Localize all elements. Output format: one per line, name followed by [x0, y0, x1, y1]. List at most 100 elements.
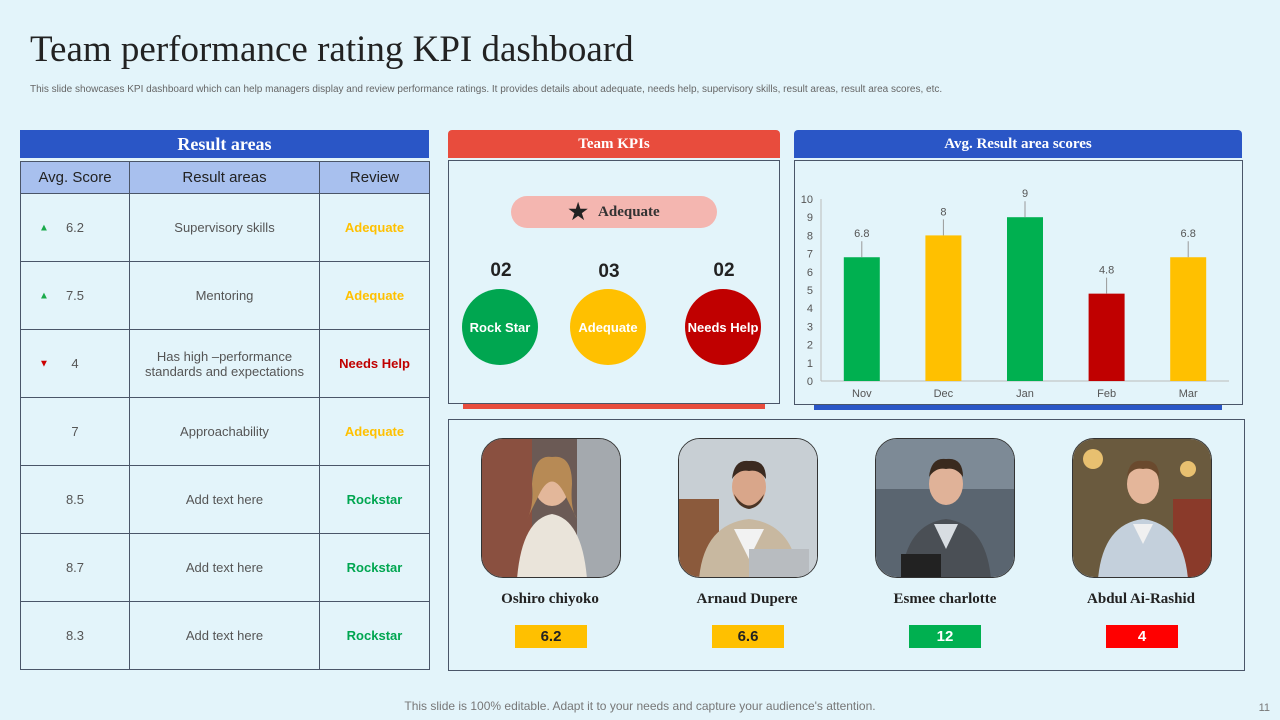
team-kpis-underline	[463, 404, 765, 409]
table-row: ▲ 6.2 Supervisory skills Adequate	[20, 193, 430, 262]
footer-note: This slide is 100% editable. Adapt it to…	[404, 699, 876, 713]
kpi-circle-adequate: Adequate	[570, 289, 646, 365]
result-areas-header: Result areas	[20, 130, 429, 158]
table-row: 8.7 Add text here Rockstar	[20, 533, 430, 602]
table-row: 8.3 Add text here Rockstar	[20, 601, 430, 670]
trend-up-icon: ▲	[39, 290, 49, 301]
data-label: 8	[940, 206, 946, 218]
result-area-cell: Add text here	[129, 601, 320, 670]
avg-score-value: 7.5	[65, 288, 85, 303]
y-tick-label: 7	[807, 249, 813, 261]
trend-down-icon: ▼	[39, 358, 49, 369]
table-row: ▼ 4 Has high –performance standards and ex…	[20, 329, 430, 398]
person-photo-1	[481, 438, 621, 578]
review-cell: Adequate	[319, 193, 430, 262]
review-cell: Needs Help	[319, 329, 430, 398]
team-kpis-header: Team KPIs	[448, 130, 780, 158]
result-areas-table: Avg. Score Result areas Review ▲ 6.2 Super…	[20, 161, 430, 670]
y-tick-label: 0	[807, 376, 813, 388]
highlight-label: Adequate	[598, 203, 660, 220]
adequate-highlight-pill: ★ Adequate	[511, 196, 717, 228]
kpi-circle-needs-help: Needs Help	[685, 289, 761, 365]
bar-mar	[1170, 257, 1207, 381]
chart-panel: 0 1 2 3 4 5 6 7 8 9 10 6.8 Nov 8 Dec 9 Jan 4.8 Feb 6.8 Mar	[794, 160, 1243, 405]
result-area-cell: Supervisory skills	[129, 193, 320, 262]
result-area-cell: Has high –performance standards and expe…	[129, 329, 320, 398]
avg-score-cell: ▲ 7.5	[20, 261, 130, 330]
data-label: 9	[1022, 188, 1028, 200]
y-tick-label: 10	[801, 194, 813, 206]
review-cell: Rockstar	[319, 533, 430, 602]
result-area-cell: Add text here	[129, 533, 320, 602]
person-name-3: Esmee charlotte	[893, 591, 997, 607]
y-tick-label: 8	[807, 230, 813, 242]
kpi-count-adequate: 03	[598, 261, 620, 282]
person-photo-4	[1072, 438, 1212, 578]
chart-header: Avg. Result area scores	[794, 130, 1242, 158]
x-tick-label: Jan	[1016, 388, 1034, 400]
avg-score-value: 8.5	[65, 492, 85, 507]
review-cell: Rockstar	[319, 601, 430, 670]
bar-nov	[843, 257, 880, 381]
data-label: 4.8	[1099, 265, 1114, 277]
data-label: 6.8	[1181, 228, 1196, 240]
person-name-1: Oshiro chiyoko	[501, 591, 599, 607]
y-tick-label: 1	[807, 358, 813, 370]
x-tick-label: Feb	[1097, 388, 1116, 400]
person-name-2: Arnaud Dupere	[696, 591, 798, 607]
table-row: 8.5 Add text here Rockstar	[20, 465, 430, 534]
table-row: 7 Approachability Adequate	[20, 397, 430, 466]
review-cell: Adequate	[319, 261, 430, 330]
page-number: 11	[1258, 702, 1270, 714]
kpi-count-needs-help: 02	[713, 260, 735, 281]
y-tick-label: 6	[807, 267, 813, 279]
page-subtitle: This slide showcases KPI dashboard which…	[30, 84, 943, 95]
column-header-review: Review	[319, 161, 430, 194]
bar-dec	[925, 235, 962, 381]
y-tick-label: 4	[807, 303, 813, 315]
avg-score-cell: 7	[20, 397, 130, 466]
person-photo-2	[678, 438, 818, 578]
result-area-cell: Mentoring	[129, 261, 320, 330]
avg-score-cell: 8.7	[20, 533, 130, 602]
person-score-1: 6.2	[515, 625, 587, 648]
avg-score-value: 4	[71, 356, 79, 371]
avg-score-cell: 8.3	[20, 601, 130, 670]
person-photo-3	[875, 438, 1015, 578]
y-tick-label: 2	[807, 340, 813, 352]
y-tick-label: 3	[807, 321, 813, 333]
person-name-4: Abdul Ai-Rashid	[1087, 591, 1195, 607]
data-label: 6.8	[854, 228, 869, 240]
review-cell: Rockstar	[319, 465, 430, 534]
table-header-row: Avg. Score Result areas Review	[20, 161, 430, 194]
avg-score-cell: ▼ 4	[20, 329, 130, 398]
avg-score-value: 8.7	[65, 560, 85, 575]
x-tick-label: Nov	[852, 388, 872, 400]
kpi-count-rock-star: 02	[490, 260, 512, 281]
avg-score-value: 6.2	[65, 220, 85, 235]
review-cell: Adequate	[319, 397, 430, 466]
y-tick-label: 5	[807, 285, 813, 297]
person-score-2: 6.6	[712, 625, 784, 648]
person-score-4: 4	[1106, 625, 1178, 648]
avg-score-cell: 8.5	[20, 465, 130, 534]
star-icon: ★	[568, 199, 589, 224]
column-header-avg-score: Avg. Score	[20, 161, 130, 194]
bar-chart: 0 1 2 3 4 5 6 7 8 9 10 6.8 Nov 8 Dec 9 Jan 4.8 Feb 6.8 Mar	[801, 188, 1229, 400]
avg-score-cell: ▲ 6.2	[20, 193, 130, 262]
page-title: Team performance rating KPI dashboard	[30, 29, 634, 70]
avg-score-value: 8.3	[65, 628, 85, 643]
y-tick-label: 9	[807, 212, 813, 224]
column-header-result-areas: Result areas	[129, 161, 320, 194]
result-area-cell: Add text here	[129, 465, 320, 534]
x-tick-label: Dec	[934, 388, 954, 400]
trend-up-icon: ▲	[39, 222, 49, 233]
result-area-cell: Approachability	[129, 397, 320, 466]
chart-underline	[814, 405, 1222, 410]
kpi-circle-rock-star: Rock Star	[462, 289, 538, 365]
person-score-3: 12	[909, 625, 981, 648]
x-tick-label: Mar	[1179, 388, 1198, 400]
bar-jan	[1007, 217, 1043, 381]
table-row: ▲ 7.5 Mentoring Adequate	[20, 261, 430, 330]
avg-score-value: 7	[71, 424, 79, 439]
